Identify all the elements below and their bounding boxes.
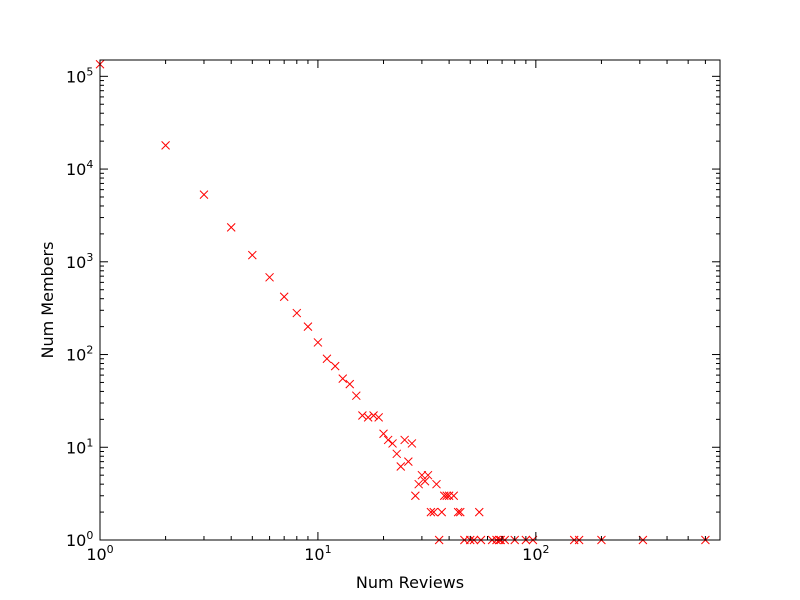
data-point	[358, 411, 367, 420]
x-tick-label: 101	[304, 543, 331, 564]
data-point	[437, 507, 447, 517]
y-tick-label: 100	[66, 529, 93, 550]
y-tick-labels: 100 101 102 103 104 105	[66, 65, 93, 550]
data-point	[449, 491, 459, 501]
data-point	[417, 470, 427, 480]
x-tick-label: 100	[86, 543, 113, 564]
data-point	[161, 141, 170, 150]
data-point	[388, 439, 397, 448]
data-point	[423, 470, 433, 480]
y-tick-label: 102	[66, 344, 93, 365]
data-point	[414, 479, 424, 489]
data-point	[322, 354, 332, 364]
data-point	[379, 429, 388, 439]
y-tick-label: 105	[66, 65, 93, 86]
data-point	[199, 190, 209, 199]
data-point	[383, 435, 393, 445]
data-point	[345, 379, 355, 389]
data-point	[247, 250, 257, 260]
y-axis-label: Num Members	[38, 242, 57, 359]
data-point	[411, 491, 420, 501]
data-point	[455, 507, 465, 517]
data-point	[392, 449, 402, 459]
data-point	[265, 272, 274, 282]
data-point	[351, 391, 361, 401]
data-point	[407, 439, 417, 448]
x-tick-label: 102	[522, 543, 549, 564]
data-point	[303, 322, 313, 331]
plot-area-frame	[99, 59, 721, 541]
data-point	[426, 507, 436, 517]
x-tick-labels: 100 101 102	[86, 543, 549, 564]
data-point	[363, 413, 373, 422]
data-point	[279, 292, 289, 302]
data-point	[400, 435, 409, 445]
data-point	[453, 507, 463, 517]
y-tick-label: 101	[66, 436, 93, 457]
data-point	[374, 413, 384, 422]
data-point	[292, 308, 302, 318]
data-point	[338, 374, 348, 383]
data-point	[313, 338, 323, 347]
data-point	[420, 476, 430, 486]
data-point	[369, 411, 378, 420]
data-point	[330, 361, 340, 371]
data-point	[444, 491, 454, 501]
data-point	[432, 479, 441, 489]
x-axis-label: Num Reviews	[356, 573, 464, 592]
y-tick-label: 104	[66, 158, 93, 179]
data-point	[429, 507, 439, 517]
y-tick-label: 103	[66, 251, 93, 272]
data-point	[403, 457, 413, 466]
data-point	[396, 462, 406, 471]
data-point	[442, 491, 452, 501]
data-point	[474, 507, 484, 517]
data-point	[226, 223, 236, 232]
